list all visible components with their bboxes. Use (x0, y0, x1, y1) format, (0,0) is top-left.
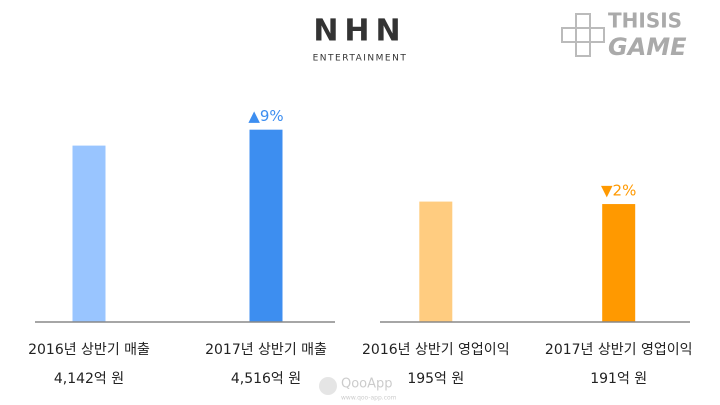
brand-tagline: ENTERTAINMENT (313, 54, 408, 64)
site-name: GAME (608, 33, 687, 61)
change-annotation: ▼2% (601, 182, 636, 200)
bar (602, 204, 636, 322)
site-name: THISIS (608, 9, 682, 33)
brand-logo: NHN (313, 14, 406, 49)
category-label: 2017년 상반기 매출 (205, 342, 327, 358)
category-label: 2016년 상반기 영업이익 (362, 342, 510, 358)
change-annotation: ▲9% (248, 107, 283, 125)
logo-square (575, 13, 591, 29)
logo-square (589, 27, 605, 43)
value-label: 191억 원 (590, 371, 647, 387)
value-label: 195억 원 (407, 371, 464, 387)
logo-square (561, 27, 577, 43)
watermark-name: QooApp (341, 377, 393, 392)
bar (419, 201, 453, 322)
value-label: 4,142억 원 (54, 371, 124, 387)
bar (249, 129, 283, 322)
logo-square (575, 41, 591, 57)
watermark-url: www.qoo-app.com (341, 395, 397, 402)
bar (72, 145, 106, 322)
watermark-icon (319, 377, 337, 395)
site-logo: THISIS GAME (561, 9, 687, 61)
category-label: 2016년 상반기 매출 (28, 342, 150, 358)
watermark: QooApp www.qoo-app.com (319, 377, 397, 402)
category-label: 2017년 상반기 영업이익 (545, 342, 693, 358)
value-label: 4,516억 원 (231, 371, 301, 387)
